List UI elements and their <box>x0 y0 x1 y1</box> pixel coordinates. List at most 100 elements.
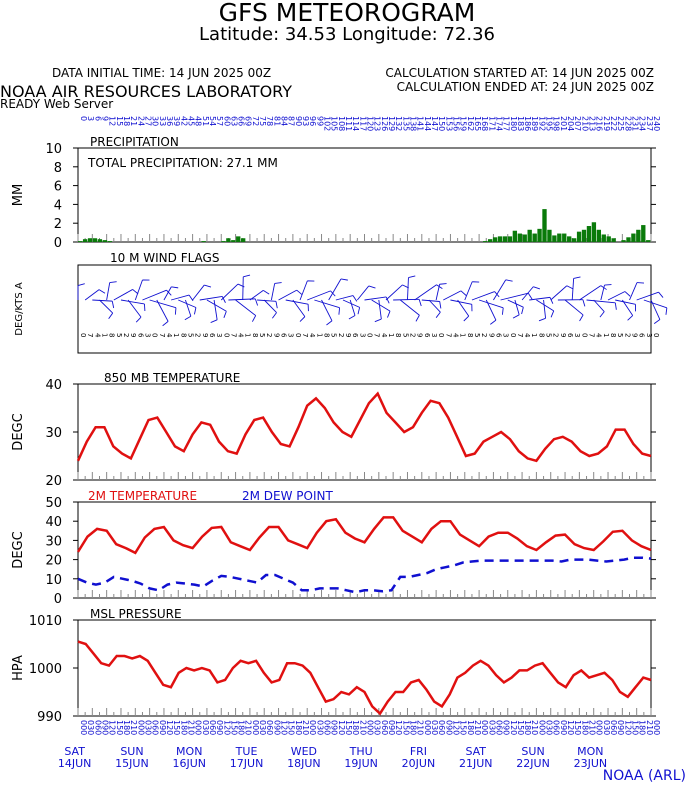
wind-value: 4 <box>237 333 245 338</box>
precip-ytick-label: 10 <box>45 142 62 157</box>
wind-value: 2 <box>408 333 416 337</box>
hour-label: 120 <box>280 720 289 735</box>
wind-barb <box>566 285 574 290</box>
day-label-dow: MON <box>577 745 603 758</box>
wind-barb <box>109 281 117 284</box>
precip-bar <box>537 228 542 242</box>
hour-label: 000 <box>423 720 432 735</box>
wind-barb <box>352 295 358 302</box>
wind-value: 7 <box>588 333 596 337</box>
wind-flag <box>471 291 495 301</box>
wind-flag <box>414 284 437 301</box>
precip-bar <box>552 235 557 242</box>
forecast-hour-label: 234 <box>638 116 647 131</box>
wind-value: 6 <box>351 333 359 338</box>
hour-label: 120 <box>509 720 518 735</box>
mslp-title: MSL PRESSURE <box>90 607 182 621</box>
precip-bar <box>241 238 246 242</box>
wind-barb <box>135 316 142 323</box>
forecast-hour-label: 75 <box>258 116 267 126</box>
day-label-dow: SUN <box>521 745 544 758</box>
wind-barb <box>624 291 631 297</box>
wind-value: 8 <box>466 333 474 337</box>
wind-barb <box>549 297 554 304</box>
hour-label: 090 <box>444 720 453 735</box>
wind-barb <box>582 299 586 307</box>
forecast-hour-label: 0 <box>79 116 88 121</box>
hour-label: 030 <box>487 720 496 735</box>
wind-flag <box>514 299 520 315</box>
wind-value: 4 <box>451 333 459 338</box>
forecast-hour-label: 3 <box>86 116 95 121</box>
forecast-hour-label: 84 <box>280 116 289 126</box>
hour-label: 090 <box>158 720 167 735</box>
wind-value: 7 <box>158 333 166 337</box>
precip-ytick-label: 4 <box>54 198 62 213</box>
day-label-date: 16JUN <box>172 757 206 770</box>
forecast-hour-label: 45 <box>186 116 195 126</box>
forecast-hour-label: 237 <box>645 116 654 131</box>
wind-barb <box>573 276 581 279</box>
hour-label: 210 <box>301 720 310 735</box>
day-label-dow: THU <box>349 745 373 758</box>
page-title: GFS METEOROGRAM <box>218 0 476 27</box>
hour-label: 000 <box>537 720 546 735</box>
forecast-hour-label: 57 <box>215 116 224 126</box>
precip-bar <box>532 233 537 242</box>
precip-bar <box>641 225 646 242</box>
t850-title: 850 MB TEMPERATURE <box>104 371 240 385</box>
wind-flag <box>156 299 169 322</box>
forecast-hour-label: 69 <box>244 116 253 126</box>
wind-flag <box>170 294 190 301</box>
precip-bar <box>497 236 503 242</box>
forecast-hour-label: 81 <box>272 116 281 126</box>
wind-value: 6 <box>280 333 288 338</box>
hour-label: 180 <box>351 720 360 735</box>
hour-label: 030 <box>373 720 382 735</box>
calc-ended: CALCULATION ENDED AT: 24 JUN 2025 00Z <box>396 80 654 94</box>
wind-value: 8 <box>394 333 402 337</box>
forecast-hour-label: 114 <box>351 116 360 131</box>
wind-flag <box>586 299 616 304</box>
wind-title: 10 M WIND FLAGS <box>110 251 219 265</box>
forecast-hour-label: 174 <box>494 116 503 131</box>
hour-label: 210 <box>473 720 482 735</box>
hour-label: 060 <box>380 720 389 735</box>
wind-flag <box>550 285 568 301</box>
mslp-ytick-label: 1000 <box>29 662 62 677</box>
wind-barb <box>326 320 333 326</box>
forecast-hour-label: 30 <box>151 116 160 126</box>
hour-label: 060 <box>494 720 503 735</box>
precip-bar <box>82 239 88 242</box>
forecast-hour-label: 126 <box>380 116 389 131</box>
hour-label: 000 <box>194 720 203 735</box>
wind-barb <box>527 292 533 300</box>
forecast-hour-label: 129 <box>387 116 396 131</box>
wind-flag <box>650 299 661 320</box>
wind-barb <box>418 299 422 307</box>
wind-value: 9 <box>631 333 639 337</box>
hour-label: 030 <box>143 720 152 735</box>
wind-value: 8 <box>108 333 116 337</box>
wind-flag <box>99 299 114 314</box>
forecast-hour-label: 201 <box>559 116 568 131</box>
hour-label: 180 <box>237 720 246 735</box>
hour-label: 210 <box>416 720 425 735</box>
wind-flag <box>206 299 227 312</box>
forecast-hour-label: 213 <box>588 116 597 131</box>
wind-flag <box>364 296 387 301</box>
wind-value: 2 <box>194 333 202 337</box>
precip-bar <box>502 236 508 242</box>
wind-value: 5 <box>186 333 194 337</box>
t2m-temp-line <box>76 516 652 555</box>
wind-value: 5 <box>115 333 123 337</box>
day-label-dow: FRI <box>410 745 427 758</box>
wind-flag <box>579 285 602 301</box>
wind-barb <box>174 307 177 315</box>
hour-label: 030 <box>86 720 95 735</box>
wind-flag <box>607 291 626 301</box>
wind-flag <box>270 283 276 301</box>
t850-line <box>76 391 652 463</box>
wind-value: 1 <box>602 333 610 337</box>
t850-ytick-label: 40 <box>45 378 62 393</box>
